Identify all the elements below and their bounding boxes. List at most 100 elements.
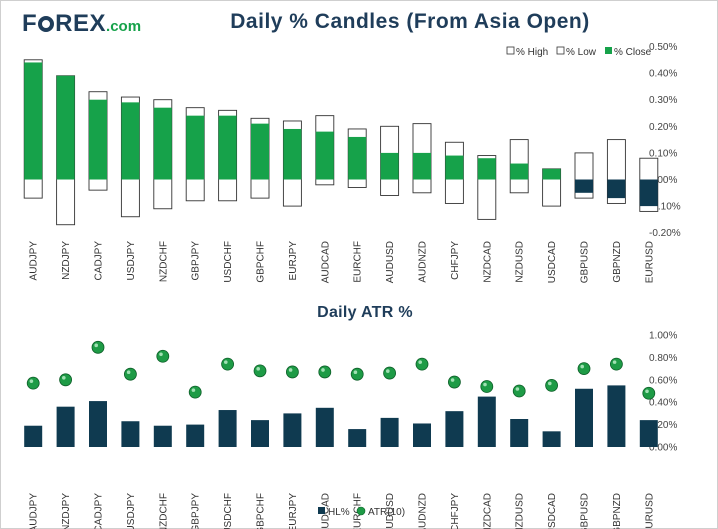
candles-x-label-eurusd: EURUSD bbox=[644, 241, 655, 283]
candles-y-tick: 0.40% bbox=[649, 69, 677, 80]
atr-dot-audcad bbox=[318, 365, 332, 379]
atr-dot-gbpusd bbox=[577, 362, 591, 376]
atr-dot-highlight-eurusd bbox=[645, 389, 649, 394]
candles-x-label-nzdjpy: NZDJPY bbox=[61, 241, 72, 280]
atr-dot-eurjpy bbox=[285, 365, 299, 379]
candles-x-label-audjpy: AUDJPY bbox=[29, 241, 40, 281]
atr-dot-highlight-nzdchf bbox=[159, 352, 163, 357]
candles-x-label-gbpnzd: GBPNZD bbox=[612, 241, 623, 283]
atr-x-label-audjpy: AUDJPY bbox=[29, 493, 40, 529]
atr-bar-nzdchf bbox=[153, 425, 172, 447]
candles-y-tick: 0.10% bbox=[649, 148, 677, 159]
candle-close-nzdusd bbox=[510, 163, 529, 180]
atr-x-label-nzdusd: NZDUSD bbox=[515, 493, 526, 529]
candle-close-gbpchf bbox=[251, 123, 269, 180]
forex-logo: F REX.com bbox=[22, 10, 142, 37]
candles-legend-label-3: % Close bbox=[614, 47, 652, 58]
atr-x-label-eurusd: EURUSD bbox=[644, 493, 655, 529]
atr-y-tick: 0.60% bbox=[649, 375, 677, 386]
candle-close-cadjpy bbox=[89, 99, 107, 180]
candles-legend-label-1: % High bbox=[516, 47, 548, 58]
atr-dot-highlight-eurchf bbox=[353, 370, 358, 375]
candles-x-label-audnzd: AUDNZD bbox=[418, 241, 429, 283]
candles-y-tick: 0.50% bbox=[649, 42, 677, 53]
candles-y-tick: 0.00% bbox=[649, 175, 677, 186]
atr-bar-gbpchf bbox=[251, 420, 269, 447]
candle-close-gbpjpy bbox=[186, 115, 205, 180]
atr-legend-label-atr: ATR(10) bbox=[368, 507, 405, 518]
atr-bar-audusd bbox=[380, 417, 399, 447]
atr-x-label-gbpusd: GBPUSD bbox=[580, 493, 591, 529]
atr-bar-chfjpy bbox=[445, 411, 464, 447]
atr-dot-audjpy bbox=[26, 376, 40, 390]
atr-dot-highlight-nzdcad bbox=[483, 382, 487, 387]
atr-dot-cadjpy bbox=[91, 340, 105, 354]
atr-x-label-usdchf: USDCHF bbox=[223, 493, 234, 529]
atr-x-label-nzdcad: NZDCAD bbox=[482, 493, 493, 529]
atr-dot-highlight-gbpchf bbox=[256, 367, 261, 371]
atr-bar-eurchf bbox=[348, 429, 367, 447]
candles-y-tick: -0.20% bbox=[649, 228, 681, 239]
candles-y-tick: -0.10% bbox=[649, 202, 681, 213]
candles-x-label-gbpchf: GBPCHF bbox=[256, 241, 267, 283]
candles-x-label-usdcad: USDCAD bbox=[547, 241, 558, 283]
candles-y-tick: 0.20% bbox=[649, 122, 677, 133]
candles-x-label-usdjpy: USDJPY bbox=[126, 241, 137, 281]
candle-close-gbpusd bbox=[575, 179, 593, 193]
candle-close-eurchf bbox=[348, 136, 367, 180]
atr-dot-gbpchf bbox=[253, 364, 267, 378]
candle-close-audcad bbox=[315, 131, 334, 180]
atr-x-label-eurjpy: EURJPY bbox=[288, 493, 299, 529]
atr-dot-highlight-gbpusd bbox=[580, 364, 584, 369]
atr-dot-highlight-audcad bbox=[321, 368, 325, 372]
atr-y-tick: 0.20% bbox=[649, 420, 677, 431]
candle-close-eurjpy bbox=[283, 128, 302, 180]
candle-close-chfjpy bbox=[445, 155, 464, 180]
atr-x-label-gbpchf: GBPCHF bbox=[256, 493, 267, 529]
logo-o-ring bbox=[38, 16, 55, 32]
atr-x-label-gbpjpy: GBPJPY bbox=[191, 493, 202, 529]
atr-bar-audnzd bbox=[413, 423, 431, 447]
atr-bar-audjpy bbox=[24, 425, 43, 447]
candle-close-audjpy bbox=[24, 62, 43, 180]
atr-dot-chfjpy bbox=[447, 375, 461, 389]
candle-close-audusd bbox=[380, 152, 399, 180]
atr-dot-audusd bbox=[383, 366, 397, 380]
atr-dot-highlight-gbpnzd bbox=[612, 360, 617, 364]
atr-dot-highlight-usdjpy bbox=[126, 370, 131, 375]
atr-x-label-usdcad: USDCAD bbox=[547, 493, 558, 529]
atr-dot-gbpnzd bbox=[610, 357, 623, 371]
atr-bar-nzdcad bbox=[477, 396, 496, 447]
atr-bar-usdchf bbox=[218, 410, 237, 447]
atr-dot-eurchf bbox=[350, 367, 364, 381]
candles-x-label-audusd: AUDUSD bbox=[385, 241, 396, 283]
atr-bar-gbpjpy bbox=[186, 424, 205, 447]
candles-x-label-gbpusd: GBPUSD bbox=[580, 241, 591, 283]
candles-y-tick: 0.30% bbox=[649, 95, 677, 106]
atr-dot-highlight-usdchf bbox=[224, 360, 228, 364]
atr-dot-highlight-audnzd bbox=[418, 360, 423, 364]
atr-y-tick: 0.40% bbox=[649, 398, 677, 409]
atr-bar-nzdusd bbox=[510, 419, 529, 447]
atr-bar-eurjpy bbox=[283, 413, 302, 447]
atr-dot-usdchf bbox=[221, 357, 235, 371]
atr-dot-eurusd bbox=[642, 386, 656, 400]
atr-dot-gbpjpy bbox=[188, 385, 202, 399]
atr-x-label-audusd: AUDUSD bbox=[385, 493, 396, 529]
atr-y-tick: 1.00% bbox=[649, 331, 677, 342]
candles-x-label-audcad: AUDCAD bbox=[320, 241, 331, 283]
candle-close-nzdcad bbox=[477, 158, 496, 180]
atr-y-tick: 0.00% bbox=[649, 443, 677, 454]
candles-chart-title: Daily % Candles (From Asia Open) bbox=[230, 10, 590, 33]
atr-dot-nzdcad bbox=[480, 380, 494, 393]
candle-close-eurusd bbox=[639, 179, 658, 207]
candle-close-usdcad bbox=[542, 168, 561, 180]
atr-dot-usdjpy bbox=[123, 367, 137, 381]
atr-dot-highlight-eurjpy bbox=[288, 368, 293, 372]
atr-dot-highlight-cadjpy bbox=[94, 343, 98, 348]
atr-dot-highlight-nzdusd bbox=[515, 387, 520, 391]
atr-dot-usdcad bbox=[545, 378, 558, 392]
candles-legend-label-2: % Low bbox=[566, 47, 597, 58]
atr-x-label-chfjpy: CHFJPY bbox=[450, 493, 461, 529]
